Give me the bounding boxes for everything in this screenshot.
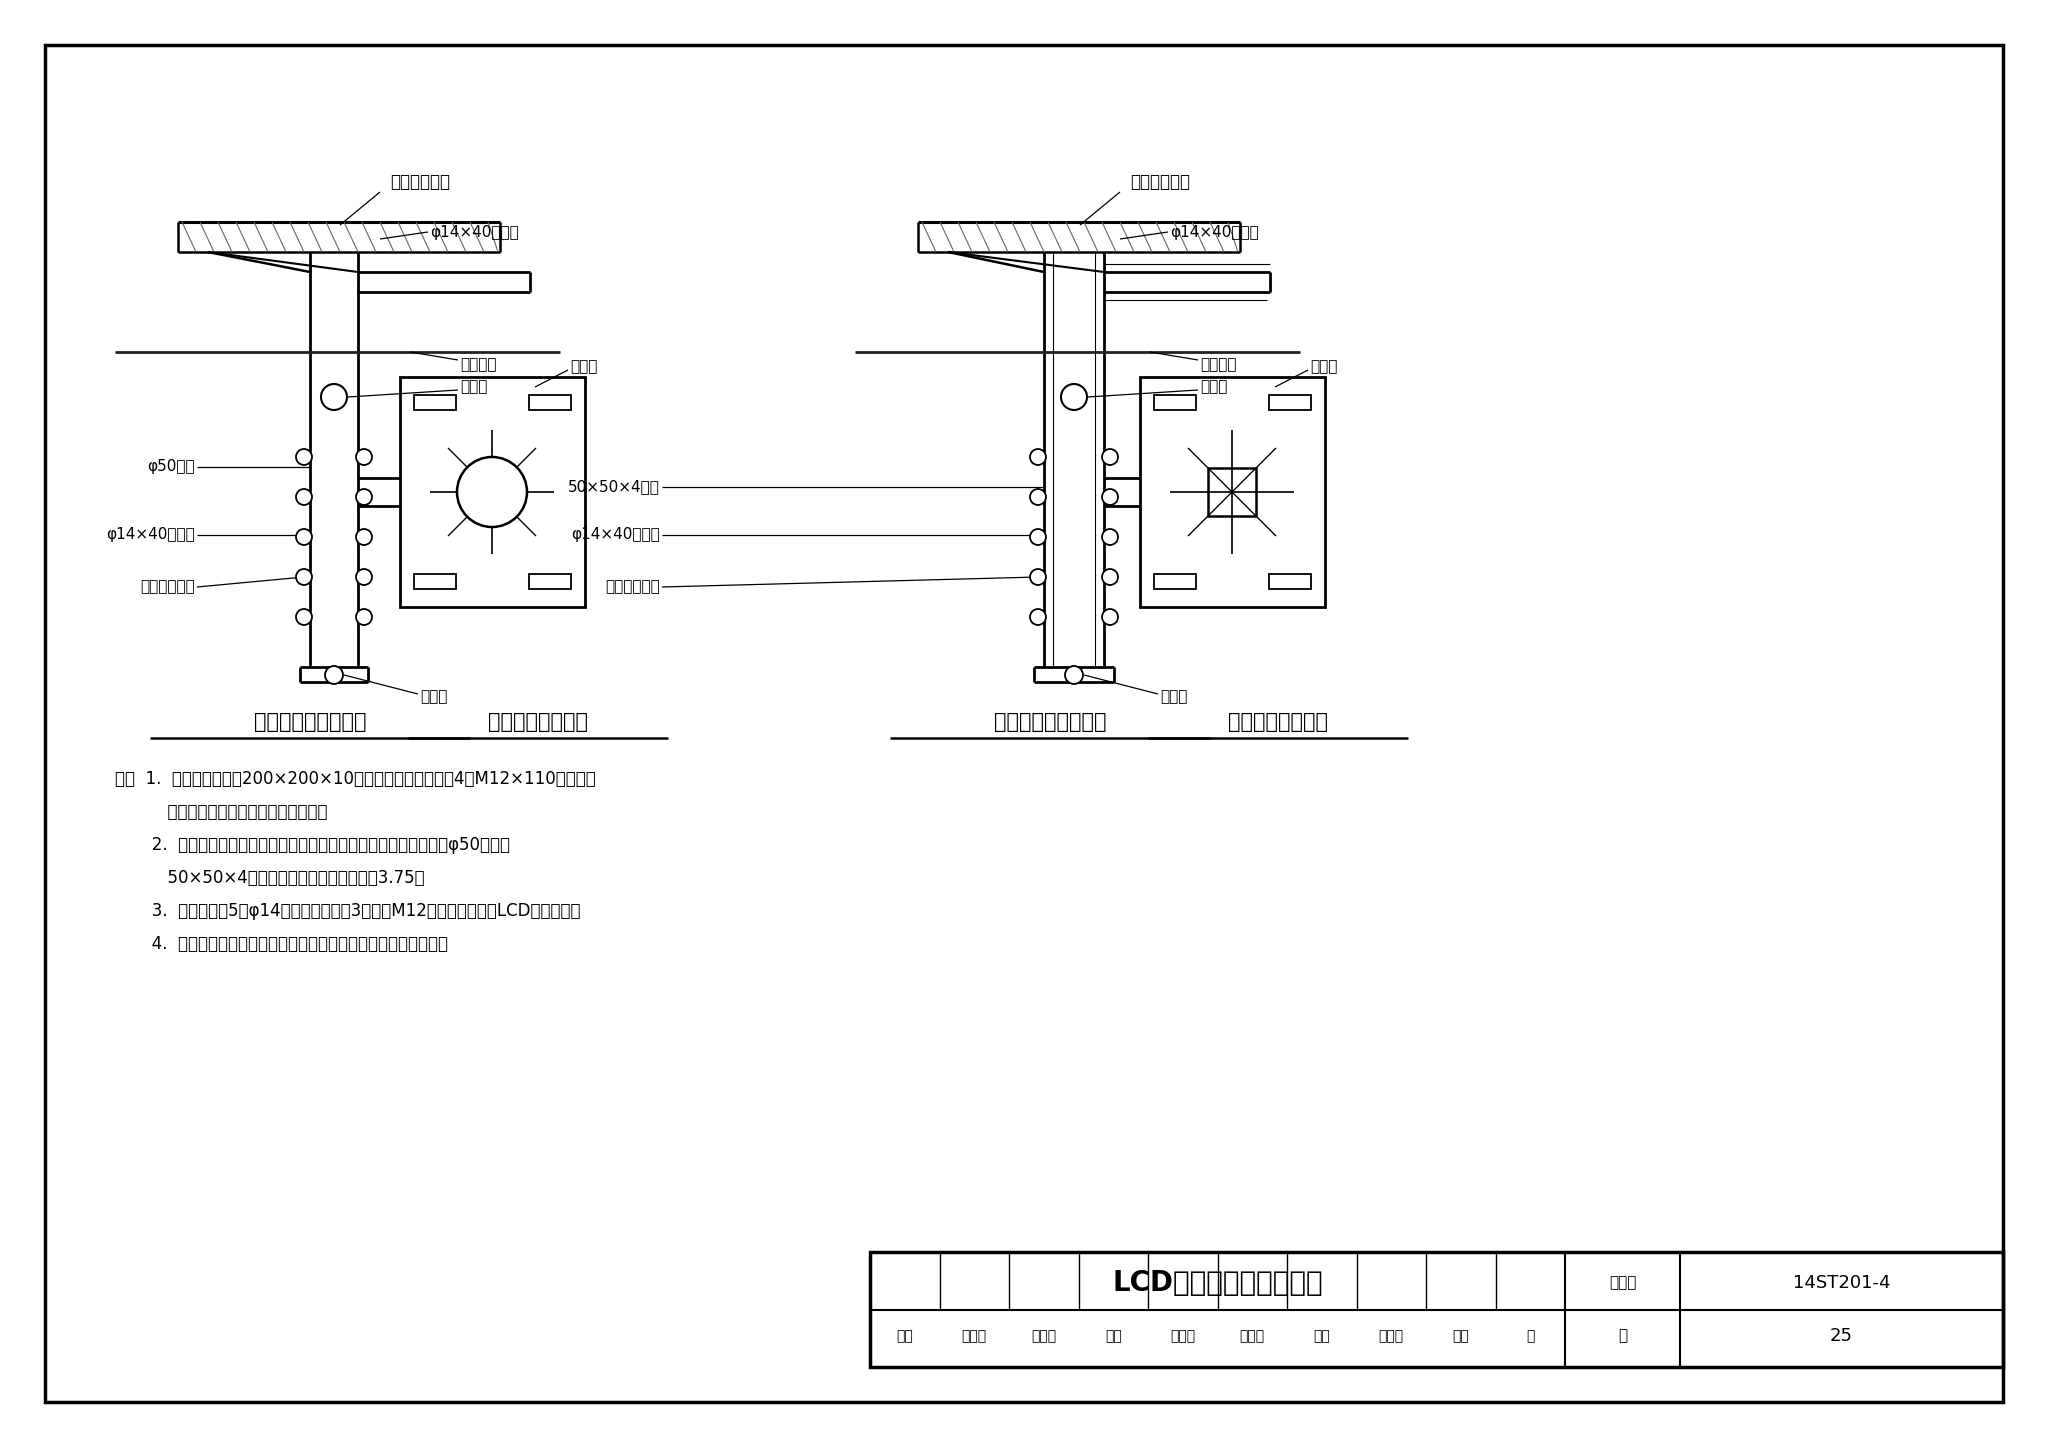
Text: 注：  1.  法兰采用规格为200×200×10的钢板制作，需要采用4个M12×110膨胀螺栓: 注： 1. 法兰采用规格为200×200×10的钢板制作，需要采用4个M12×1… <box>115 770 596 789</box>
Circle shape <box>1102 609 1118 625</box>
Text: 装修吊顶: 装修吊顶 <box>461 357 496 372</box>
Text: 出线孔: 出线孔 <box>420 690 446 705</box>
Text: 等距离调节孔: 等距离调节孔 <box>139 579 195 595</box>
Text: φ50钢管: φ50钢管 <box>147 460 195 475</box>
Text: 高沈昽: 高沈昽 <box>1239 1328 1266 1343</box>
Text: 审核: 审核 <box>897 1328 913 1343</box>
Circle shape <box>1030 530 1047 546</box>
Circle shape <box>322 383 346 410</box>
Text: φ14×40长圆孔: φ14×40长圆孔 <box>1169 224 1260 240</box>
Bar <box>870 1252 2003 1367</box>
Text: 方管吊挂件法兰盘: 方管吊挂件法兰盘 <box>1229 712 1327 732</box>
Text: 进线孔: 进线孔 <box>461 379 487 395</box>
Bar <box>1153 395 1196 410</box>
Bar <box>414 395 457 410</box>
Text: 25: 25 <box>1831 1327 1853 1344</box>
Text: 设计: 设计 <box>1313 1328 1329 1343</box>
Text: 14ST201-4: 14ST201-4 <box>1792 1273 1890 1292</box>
Text: 圆管吊挂件正立面图: 圆管吊挂件正立面图 <box>254 712 367 732</box>
Circle shape <box>1061 383 1087 410</box>
Bar <box>528 395 571 410</box>
Circle shape <box>1030 609 1047 625</box>
Text: 4.  吊挂件做防腐防锈处理，下吊杆根据装修风格做喷塑型处理。: 4. 吊挂件做防腐防锈处理，下吊杆根据装修风格做喷塑型处理。 <box>115 935 449 954</box>
Bar <box>1208 467 1255 517</box>
Text: 吊挂件法兰盘: 吊挂件法兰盘 <box>389 174 451 191</box>
Text: 方管吊挂件正立面图: 方管吊挂件正立面图 <box>993 712 1106 732</box>
Text: 进线孔: 进线孔 <box>1200 379 1227 395</box>
Circle shape <box>297 609 311 625</box>
Text: φ14×40长圆孔: φ14×40长圆孔 <box>571 528 659 543</box>
Text: LCD显示屏吊挂件安装图: LCD显示屏吊挂件安装图 <box>1112 1269 1323 1297</box>
Text: 页: 页 <box>1618 1328 1626 1343</box>
Text: 出线孔: 出线孔 <box>1159 690 1188 705</box>
Text: 2.  法兰与主吊杆采用焊接方式连接，通过加劲板固定，主杆采用φ50钢管或: 2. 法兰与主吊杆采用焊接方式连接，通过加劲板固定，主杆采用φ50钢管或 <box>115 836 510 854</box>
Circle shape <box>356 569 373 585</box>
Circle shape <box>1102 449 1118 464</box>
Circle shape <box>1030 489 1047 505</box>
Text: 高洪波: 高洪波 <box>1169 1328 1196 1343</box>
Circle shape <box>1102 569 1118 585</box>
Text: 图集号: 图集号 <box>1610 1276 1636 1291</box>
Text: 加劲板: 加劲板 <box>1311 359 1337 375</box>
Text: 王昕: 王昕 <box>1452 1328 1468 1343</box>
Text: 50×50×4方管制作，管壁厚度不得小于3.75。: 50×50×4方管制作，管壁厚度不得小于3.75。 <box>115 870 424 887</box>
Bar <box>528 574 571 589</box>
Circle shape <box>1102 530 1118 546</box>
Circle shape <box>356 530 373 546</box>
Text: 页: 页 <box>1526 1328 1534 1343</box>
Bar <box>399 378 586 606</box>
Circle shape <box>297 449 311 464</box>
Circle shape <box>1065 666 1083 684</box>
Circle shape <box>1030 449 1047 464</box>
Circle shape <box>1102 489 1118 505</box>
Circle shape <box>356 609 373 625</box>
Bar <box>1141 378 1325 606</box>
Circle shape <box>326 666 342 684</box>
Circle shape <box>356 449 373 464</box>
Text: 王琦炜: 王琦炜 <box>1032 1328 1057 1343</box>
Circle shape <box>1030 569 1047 585</box>
Circle shape <box>297 530 311 546</box>
Text: 50×50×4方管: 50×50×4方管 <box>567 479 659 495</box>
Circle shape <box>356 489 373 505</box>
Text: 植入主体结构内且安装牢固、稳定。: 植入主体结构内且安装牢固、稳定。 <box>115 803 328 820</box>
Text: 装修吊顶: 装修吊顶 <box>1200 357 1237 372</box>
Circle shape <box>297 569 311 585</box>
Circle shape <box>457 457 526 527</box>
Circle shape <box>297 489 311 505</box>
Text: 加劲板: 加劲板 <box>569 359 598 375</box>
Text: 吊挂件法兰盘: 吊挂件法兰盘 <box>1130 174 1190 191</box>
Bar <box>1270 574 1311 589</box>
Text: 校对: 校对 <box>1104 1328 1122 1343</box>
Bar <box>1270 395 1311 410</box>
Text: 等距离调节孔: 等距离调节孔 <box>606 579 659 595</box>
Text: 3.  下吊杆设有5个φ14的调整孔，其中3个采用M12的高强度螺栓和LCD箱体固定。: 3. 下吊杆设有5个φ14的调整孔，其中3个采用M12的高强度螺栓和LCD箱体固… <box>115 901 580 920</box>
Text: 王富章: 王富章 <box>963 1328 987 1343</box>
Text: 圆管吊挂件法兰盘: 圆管吊挂件法兰盘 <box>487 712 588 732</box>
Bar <box>414 574 457 589</box>
Text: φ14×40长圆孔: φ14×40长圆孔 <box>430 224 518 240</box>
Text: 吴龙飞: 吴龙飞 <box>1378 1328 1403 1343</box>
Bar <box>1153 574 1196 589</box>
Text: φ14×40长圆孔: φ14×40长圆孔 <box>106 528 195 543</box>
